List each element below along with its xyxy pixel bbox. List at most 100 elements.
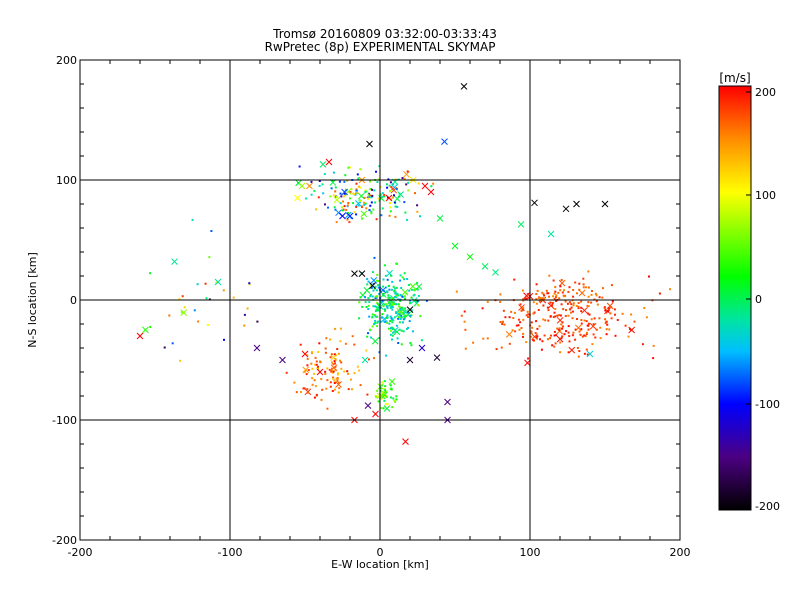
data-point-center <box>397 316 400 318</box>
data-point-south <box>395 398 398 401</box>
data-point-east <box>511 329 514 332</box>
data-point-southwest <box>353 343 356 346</box>
data-point-east <box>521 308 524 311</box>
data-point-east <box>526 310 529 313</box>
data-point-north <box>403 177 406 180</box>
data-point-north <box>339 202 342 205</box>
data-point-center <box>402 318 405 321</box>
data-point-east <box>591 343 594 346</box>
data-point-east <box>604 318 607 321</box>
cross-marker <box>301 350 309 358</box>
data-point-center <box>368 301 371 304</box>
data-point-north <box>298 165 301 168</box>
data-point-east <box>551 301 554 304</box>
data-point-east <box>537 297 540 299</box>
data-point-southwest <box>330 367 333 370</box>
data-point-southwest <box>333 353 336 356</box>
data-point-center <box>382 285 384 288</box>
data-point-east <box>510 310 513 313</box>
data-point-east <box>558 297 561 300</box>
data-point-east <box>583 352 586 355</box>
data-point-center <box>408 320 411 323</box>
data-point-west <box>183 306 186 309</box>
data-point-east <box>599 337 602 340</box>
cross-marker-east <box>531 333 538 341</box>
data-point-north <box>355 188 358 191</box>
data-point-east <box>605 328 608 331</box>
data-point-east <box>584 335 587 337</box>
data-point-east <box>572 302 575 305</box>
cross-marker-east <box>575 324 582 332</box>
data-point-center <box>413 293 416 296</box>
cross-marker <box>517 221 525 228</box>
data-point-center <box>395 296 398 299</box>
data-point-east <box>633 320 636 323</box>
data-point-east <box>536 289 539 292</box>
data-point-center <box>412 330 414 333</box>
data-point-north <box>355 189 358 192</box>
data-point-north <box>359 201 361 204</box>
cross-marker-west <box>180 309 188 316</box>
data-point-center <box>396 262 398 265</box>
data-point-north <box>347 211 349 214</box>
cross-marker <box>369 282 376 289</box>
data-point-center <box>373 323 376 325</box>
data-point-east <box>500 346 503 349</box>
data-point-southwest <box>337 372 340 375</box>
data-point-east <box>624 324 627 327</box>
data-point-southwest <box>293 381 296 384</box>
data-point-southwest <box>314 363 317 366</box>
cross-marker-east <box>589 322 597 330</box>
data-point-east <box>658 292 661 295</box>
cross-marker <box>388 378 396 385</box>
data-point-center <box>416 288 419 291</box>
data-point-north <box>355 182 358 185</box>
data-point-north <box>403 201 406 204</box>
data-point-south <box>389 384 392 387</box>
data-point-center <box>387 294 390 297</box>
data-point-east <box>592 323 595 326</box>
data-point-south <box>383 393 385 396</box>
data-point-southwest <box>319 361 322 364</box>
data-point-east <box>568 301 571 304</box>
data-point-center <box>376 295 379 298</box>
cross-marker-southwest <box>302 366 310 374</box>
data-point-east <box>630 329 632 332</box>
data-point-southwest <box>321 388 324 391</box>
data-point-east <box>567 351 570 354</box>
data-point-east <box>575 304 578 307</box>
cross-marker <box>339 212 346 220</box>
data-point-center <box>403 295 406 298</box>
data-point-east <box>486 337 489 340</box>
data-point-west <box>205 297 208 300</box>
data-point-east <box>539 297 542 300</box>
data-point-center <box>374 297 377 299</box>
data-point-east <box>643 307 646 309</box>
data-point-south <box>383 391 386 394</box>
data-point-east <box>590 318 593 321</box>
data-point-north <box>350 187 353 190</box>
data-point-east <box>464 347 467 350</box>
data-point-southwest <box>303 370 306 373</box>
data-point-north <box>340 195 343 198</box>
data-point-east <box>554 342 557 345</box>
data-point-east <box>571 317 574 320</box>
data-point-north <box>389 210 392 213</box>
data-point-center <box>367 280 370 283</box>
data-point-center <box>390 306 393 309</box>
data-point-southwest <box>336 348 339 350</box>
data-point-north <box>414 192 416 195</box>
data-point-east <box>553 345 556 348</box>
data-point-center <box>397 317 400 320</box>
data-point-center <box>378 337 381 339</box>
data-point-center <box>385 317 388 319</box>
data-point-north <box>394 205 397 208</box>
data-point-center <box>409 342 412 344</box>
data-point-center <box>375 308 378 311</box>
data-point-east <box>561 327 564 330</box>
data-point-east <box>537 309 540 311</box>
data-point-center <box>374 319 377 322</box>
colorbar-ticks <box>746 91 751 507</box>
data-point-southwest <box>358 369 361 372</box>
data-point-southwest <box>338 387 341 390</box>
